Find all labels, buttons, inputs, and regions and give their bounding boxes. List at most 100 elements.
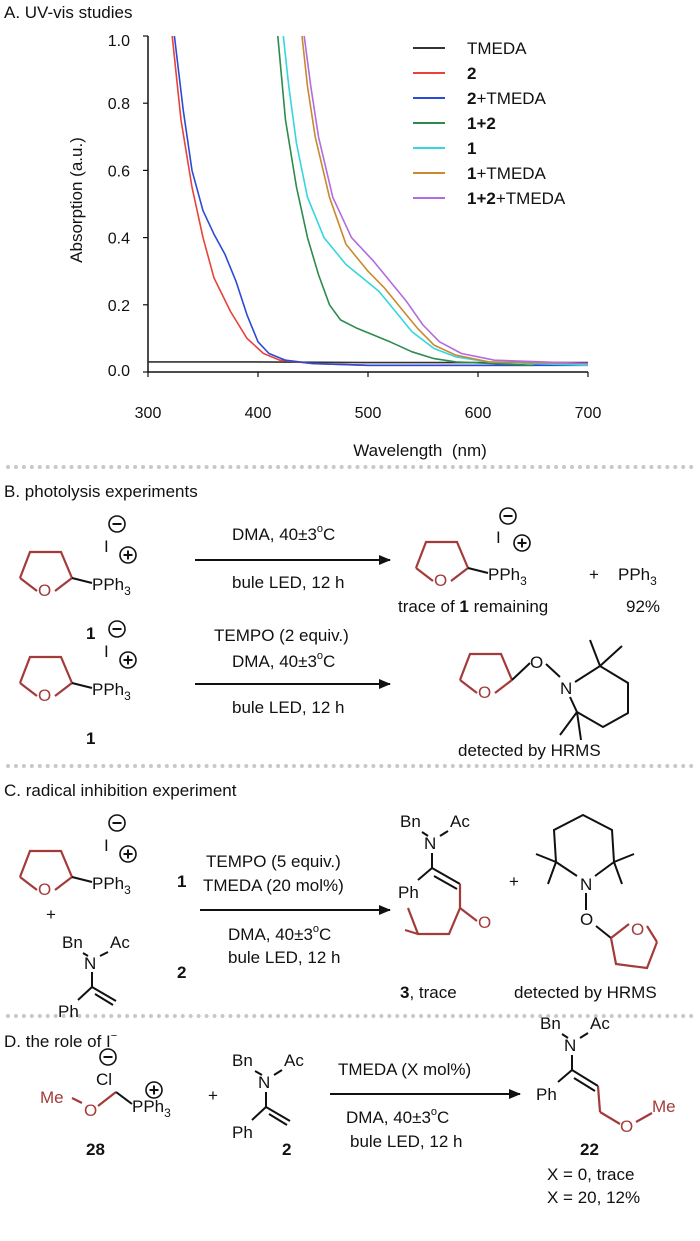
compound-1b-label: 1 [86,729,95,748]
y-axis-label: Absorption (a.u.) [67,137,86,263]
plot-series [148,35,589,367]
compound-28-label: 28 [86,1140,105,1159]
phosphonium-plus-icon [119,845,137,863]
ether-oxygen: O [84,1101,97,1120]
rxn4-condition-light: bule LED, 12 h [350,1132,462,1151]
iodide-label: I [104,642,109,661]
y-tick-label: 0.4 [108,231,130,248]
product-nitrogen: N [564,1036,576,1055]
thf-oxygen: O [434,571,447,590]
pph3-label: PPh3 [92,575,131,598]
tempo-adduct-structure: O O N [458,639,629,741]
tempo-oxygen: O [530,653,543,672]
pph3-yield: 92% [626,597,660,616]
phosphonium-plus-icon [119,546,137,564]
phosphonium-plus-icon [119,651,137,669]
legend-label-1: TMEDA [467,39,527,58]
bn-label: Bn [232,1051,253,1070]
reactant-1-structure: O PPh3 I [18,515,137,600]
rxn1-condition-light: bule LED, 12 h [232,573,344,592]
rxn3-detected-label: detected by HRMS [514,983,657,1002]
rxn2-condition-temp: DMA, 40±3oC [232,650,335,671]
thf-oxygen: O [631,920,644,939]
plus-sign: + [46,905,56,924]
separator-cd [6,1014,694,1018]
legend: TMEDA 2 2+TMEDA 1+2 1 1+TMEDA 1+2+TMEDA [413,39,566,208]
y-tick-label: 1.0 [108,33,130,50]
ac-label: Ac [110,933,130,952]
product-nitrogen: N [424,834,436,853]
free-pph3-label: PPh3 [618,565,657,588]
uv-vis-chart: 300 400 500 600 700 0.0 0.2 0.4 0.6 0.8 1.0 TMEDA 2… [67,33,601,460]
ac-label: Ac [590,1014,610,1033]
chloride-label: Cl [96,1070,112,1089]
rxn4-condition-tmeda: TMEDA (X mol%) [338,1060,471,1079]
x-tick-label: 500 [355,405,382,422]
rxn2-detected-label: detected by HRMS [458,741,601,760]
plus-sign: + [589,565,599,584]
phosphonium-plus-icon [145,1081,163,1099]
iodide-label: I [104,836,109,855]
methyl-label: Me [40,1088,64,1107]
ph-label: Ph [232,1123,253,1142]
ph-label: Ph [58,1002,79,1021]
rxn4-condition-temp: DMA, 40±3oC [346,1106,449,1127]
series-line-6 [301,35,589,365]
tempo-nitrogen: N [560,679,572,698]
compound-28-structure: Cl Me O PPh3 [40,1048,171,1120]
methyl-label: Me [652,1097,676,1116]
series-line-7 [303,35,589,365]
compound-2d-label: 2 [282,1140,291,1159]
series-line-4 [277,35,534,367]
series-line-3 [173,35,588,367]
rxn3-condition-tmeda: TMEDA (20 mol%) [203,876,344,895]
panel-b-title: B. photolysis experiments [4,482,198,501]
thf-oxygen: O [478,683,491,702]
x-tick-label: 700 [575,405,602,422]
tempo-adduct-c-structure: N O O [535,813,659,970]
legend-label-6: 1+TMEDA [467,164,547,183]
legend-label-2: 2 [467,64,476,83]
rxn2-condition-tempo: TEMPO (2 equiv.) [214,626,349,645]
iodide-minus-icon [108,620,126,638]
plus-sign: + [509,872,519,891]
reactant-1c-structure: O PPh3 I [18,814,137,899]
tempo-nitrogen: N [580,875,592,894]
iodide-label: I [496,528,501,547]
legend-label-5: 1 [467,139,476,158]
product-3-structure: Bn Ac N Ph O [398,812,491,936]
enamide-nitrogen: N [84,954,96,973]
thf-oxygen: O [478,913,491,932]
bn-label: Bn [62,933,83,952]
tempo-oxygen: O [580,910,593,929]
legend-label-3: 2+TMEDA [467,89,547,108]
ether-oxygen: O [620,1117,633,1136]
ph-label: Ph [536,1085,557,1104]
enamide-2d-structure: Bn Ac N Ph [232,1051,304,1142]
separator-ab [6,465,694,469]
reactant-1b-structure: O PPh3 I [18,620,137,705]
x-tick-label: 600 [465,405,492,422]
separator-bc [6,764,694,768]
pph3-label: PPh3 [488,565,527,588]
result-x0: X = 0, trace [547,1165,634,1184]
compound-2-label: 2 [177,963,186,982]
rxn3-condition-tempo: TEMPO (5 equiv.) [206,852,341,871]
phosphonium-plus-icon [513,534,531,552]
x-axis-label: Wavelength (nm) [353,441,487,460]
iodide-minus-icon [108,814,126,832]
rxn3-condition-light: bule LED, 12 h [228,948,340,967]
thf-oxygen: O [38,686,51,705]
thf-oxygen: O [38,880,51,899]
rxn1-condition-temp: DMA, 40±3oC [232,523,335,544]
panel-a-title: A. UV-vis studies [4,3,133,22]
rxn3-condition-temp: DMA, 40±3oC [228,923,331,944]
trace-remaining-label: trace of 1 remaining [398,597,548,616]
y-tick-label: 0.8 [108,96,130,113]
pph3-label: PPh3 [92,680,131,703]
enamide-nitrogen: N [258,1073,270,1092]
enamide-2-structure: Bn Ac N Ph [58,933,130,1021]
iodide-label: I [104,537,109,556]
x-tick-label: 400 [245,405,272,422]
